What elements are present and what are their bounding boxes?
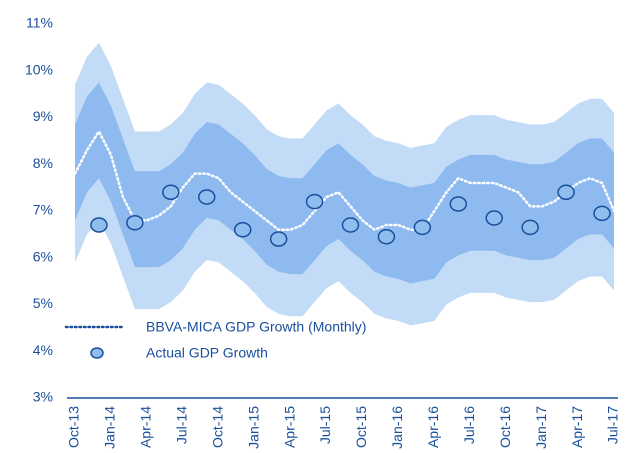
y-tick-label: 3% (33, 389, 53, 405)
legend-label: BBVA-MICA GDP Growth (Monthly) (146, 319, 366, 335)
y-tick-label: 6% (33, 248, 53, 264)
marker (90, 217, 108, 233)
x-tick-label: Oct-15 (353, 406, 369, 448)
marker (198, 189, 216, 205)
y-tick-label: 5% (33, 295, 53, 311)
x-tick-label: Oct-13 (66, 406, 82, 448)
x-tick-label: Apr-15 (281, 406, 297, 448)
legend-label: Actual GDP Growth (146, 345, 268, 361)
y-tick-label: 8% (33, 155, 53, 171)
x-tick-label: Jul-14 (174, 406, 190, 444)
x-tick-label: Oct-14 (209, 406, 225, 448)
x-tick-label: Apr-16 (425, 406, 441, 448)
x-tick-label: Apr-17 (569, 406, 585, 448)
y-tick-label: 11% (26, 15, 53, 31)
marker (485, 210, 503, 226)
legend-swatch (90, 347, 104, 359)
x-tick-label: Jul-16 (461, 406, 477, 444)
y-tick-label: 10% (25, 61, 53, 77)
x-tick-label: Jan-16 (389, 406, 405, 449)
x-tick-label: Jan-17 (533, 406, 549, 449)
marker (557, 184, 575, 201)
y-tick-label: 9% (33, 108, 53, 124)
marker (449, 196, 468, 212)
marker (413, 219, 432, 236)
marker (269, 231, 288, 247)
fan-band (75, 82, 614, 284)
x-tick-label: Jul-17 (605, 406, 621, 444)
marker (126, 214, 144, 231)
marker (593, 205, 611, 222)
marker (162, 184, 180, 201)
marker (521, 219, 539, 236)
marker (233, 221, 252, 238)
x-tick-label: Jul-15 (317, 406, 333, 444)
marker (341, 217, 360, 233)
y-tick-label: 7% (33, 202, 53, 218)
line (73, 129, 616, 232)
y-tick-label: 4% (33, 342, 53, 358)
marker (305, 193, 324, 210)
x-tick-label: Oct-16 (497, 406, 513, 448)
x-tick-label: Apr-14 (138, 406, 154, 448)
marker (377, 228, 396, 245)
x-tick-label: Jan-15 (245, 406, 261, 449)
x-tick-label: Jan-14 (102, 406, 118, 449)
